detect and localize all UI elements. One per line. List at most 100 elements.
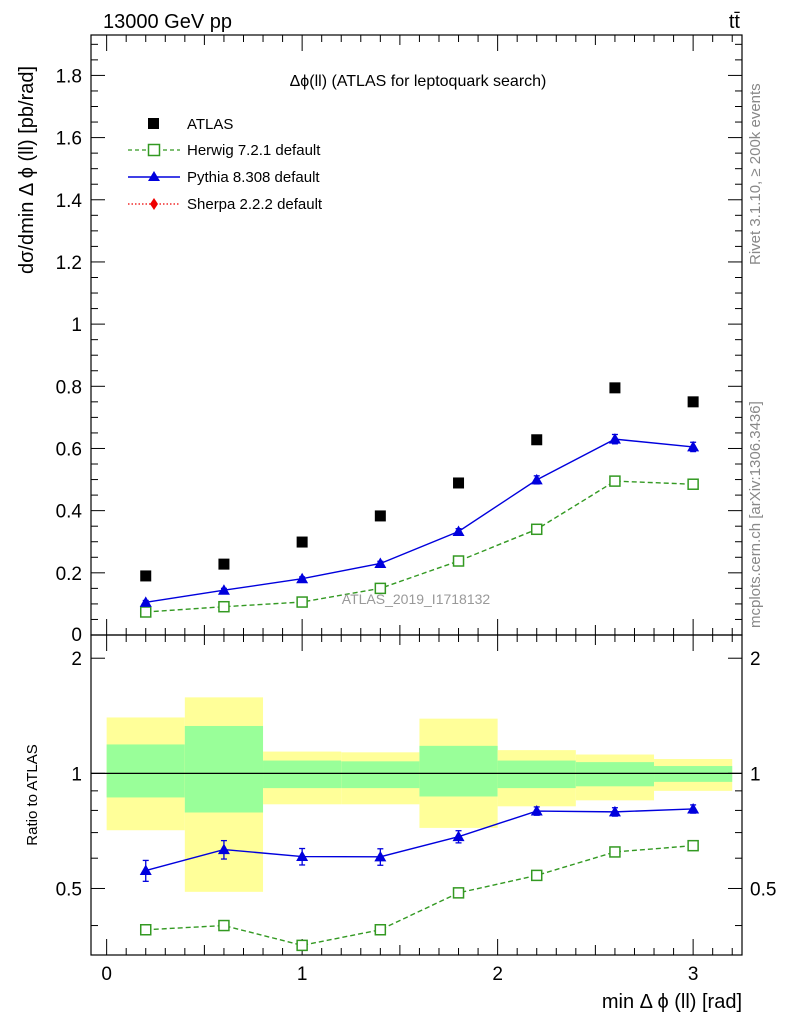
ratio-band-inner bbox=[497, 760, 576, 789]
main-y-tick-label: 0.8 bbox=[56, 377, 82, 398]
main-herwig-point bbox=[139, 606, 152, 618]
x-tick-label: 2 bbox=[492, 964, 503, 985]
main-pythia-point bbox=[139, 596, 152, 607]
legend-pythia-label: Pythia 8.308 default bbox=[187, 169, 320, 186]
main-y-tick-label: 1.4 bbox=[56, 191, 83, 212]
main-y-tick-label: 0.4 bbox=[56, 502, 83, 523]
x-tick-label: 1 bbox=[297, 964, 308, 985]
main-atlas-point bbox=[687, 396, 699, 408]
ratio-band-inner bbox=[654, 766, 733, 782]
main-atlas-point bbox=[218, 558, 230, 570]
main-atlas-point bbox=[453, 477, 465, 489]
main-y-tick-label: 1.2 bbox=[56, 253, 82, 274]
main-pythia-point bbox=[217, 584, 230, 595]
ratio-herwig-point bbox=[687, 839, 699, 852]
main-herwig-point bbox=[296, 596, 308, 608]
watermark-label: ATLAS_2019_I1718132 bbox=[342, 591, 491, 607]
ratio-y-tick-label: 2 bbox=[71, 649, 82, 670]
legend-sherpa-label: Sherpa 2.2.2 default bbox=[187, 196, 323, 213]
x-tick-label: 0 bbox=[101, 964, 112, 985]
legend-herwig-label: Herwig 7.2.1 default bbox=[187, 142, 321, 159]
ratio-herwig-line bbox=[145, 844, 694, 947]
main-pythia-point bbox=[296, 572, 309, 584]
main-y-tick-label: 1.8 bbox=[56, 66, 82, 87]
ratio-herwig-point bbox=[374, 923, 387, 936]
ratio-pythia-point bbox=[530, 805, 543, 816]
main-axis: 0.2 0.4 0.6 0.8 1 1.2 1.4 1.6 1.8 0 bbox=[56, 35, 742, 646]
main-atlas-point bbox=[374, 510, 386, 522]
main-y-tick-label: 1 bbox=[71, 315, 82, 336]
ratio-band-inner bbox=[341, 761, 420, 789]
ratio-y-tick-label: 0.5 bbox=[56, 879, 82, 900]
main-atlas-point bbox=[140, 570, 152, 582]
legend: ATLAS Herwig 7.2.1 default Pythia 8.308 … bbox=[128, 116, 323, 213]
main-pythia-point bbox=[608, 433, 621, 444]
ratio-pythia-point bbox=[608, 805, 621, 817]
ratio-herwig-point bbox=[139, 923, 152, 936]
ratio-herwig-point bbox=[530, 869, 543, 882]
rivet-label: Rivet 3.1.10, ≥ 200k events bbox=[747, 83, 764, 265]
main-pythia-point bbox=[374, 557, 387, 568]
ratio-y-axis-label: Ratio to ATLAS bbox=[24, 744, 41, 845]
legend-pythia-marker bbox=[148, 171, 160, 181]
ratio-panel: 0 1 2 3 0.5 0.5 1 1 2 2 Ratio to ATLAS min Δ ϕ (l… bbox=[24, 634, 776, 1013]
legend-atlas-marker bbox=[148, 118, 159, 129]
ratio-band-inner bbox=[184, 725, 264, 813]
ratio-herwig-point bbox=[296, 939, 308, 952]
ratio-frame bbox=[90, 634, 743, 956]
main-panel: 0.2 0.4 0.6 0.8 1 1.2 1.4 1.6 1.8 0 Δϕ(ll) (ATLAS… bbox=[16, 34, 743, 646]
ratio-y-tick-label: 1 bbox=[71, 764, 82, 785]
ratio-herwig-point bbox=[218, 919, 230, 932]
ratio-band-inner bbox=[575, 762, 655, 787]
ratio-pythia-point bbox=[687, 802, 700, 814]
main-y-tick-label: 1.6 bbox=[56, 129, 82, 150]
ratio-herwig-point bbox=[609, 846, 621, 858]
main-atlas-point bbox=[296, 536, 308, 548]
main-title: Δϕ(ll) (ATLAS for leptoquark search) bbox=[290, 73, 547, 90]
main-pythia-point bbox=[530, 473, 543, 485]
x-tick-label: 3 bbox=[688, 964, 699, 985]
ratio-y-tick-label-right: 2 bbox=[750, 649, 761, 670]
mcplots-label: mcplots.cern.ch [arXiv:1306.3436] bbox=[747, 401, 764, 628]
ratio-pythia-line bbox=[145, 808, 694, 872]
main-herwig-line bbox=[145, 480, 694, 613]
ratio-herwig-point bbox=[452, 887, 465, 899]
legend-herwig-marker bbox=[147, 143, 161, 157]
process-label: 13000 GeV pp bbox=[103, 11, 232, 33]
main-atlas-point bbox=[531, 434, 543, 446]
main-herwig-point bbox=[452, 555, 465, 567]
ratio-pythia-point bbox=[139, 864, 152, 876]
legend-sherpa-marker bbox=[150, 198, 158, 210]
ratio-band-inner bbox=[106, 744, 185, 798]
legend-atlas-label: ATLAS bbox=[187, 116, 233, 133]
main-y-tick-label: 0.2 bbox=[56, 564, 82, 585]
main-herwig-point bbox=[374, 582, 387, 595]
ratio-y-tick-label-right: 1 bbox=[750, 764, 761, 785]
main-herwig-point bbox=[218, 600, 230, 613]
ratio-y-tick-label-right: 0.5 bbox=[750, 879, 776, 900]
ratio-band-inner bbox=[419, 745, 498, 797]
ratio-pythia-point bbox=[452, 830, 465, 842]
main-herwig-point bbox=[609, 475, 621, 487]
ratio-pythia-point bbox=[217, 843, 230, 855]
main-pythia-point bbox=[687, 440, 700, 452]
main-y-tick-label: 0.6 bbox=[56, 439, 82, 460]
main-atlas-point bbox=[609, 382, 621, 394]
channel-label: tt̄ bbox=[729, 11, 741, 33]
legend-atlas: ATLAS bbox=[148, 116, 233, 133]
legend-herwig: Herwig 7.2.1 default bbox=[128, 142, 321, 159]
main-herwig-point bbox=[687, 478, 699, 490]
ratio-band-inner bbox=[263, 760, 342, 789]
main-y-axis-label: dσ/dmin Δ ϕ (ll) [pb/rad] bbox=[16, 66, 38, 274]
x-axis-label: min Δ ϕ (ll) [rad] bbox=[602, 991, 742, 1013]
ratio-pythia-point bbox=[374, 850, 387, 862]
ratio-pythia-point bbox=[296, 850, 309, 862]
main-herwig-point bbox=[530, 523, 543, 536]
ratio-axis: 0 1 2 3 0.5 0.5 1 1 2 2 bbox=[56, 635, 776, 985]
legend-pythia: Pythia 8.308 default bbox=[128, 169, 320, 186]
main-y-tick-label: 0 bbox=[71, 625, 82, 646]
main-pythia-point bbox=[452, 525, 465, 536]
legend-sherpa: Sherpa 2.2.2 default bbox=[128, 196, 323, 213]
main-pythia-line bbox=[145, 438, 694, 604]
